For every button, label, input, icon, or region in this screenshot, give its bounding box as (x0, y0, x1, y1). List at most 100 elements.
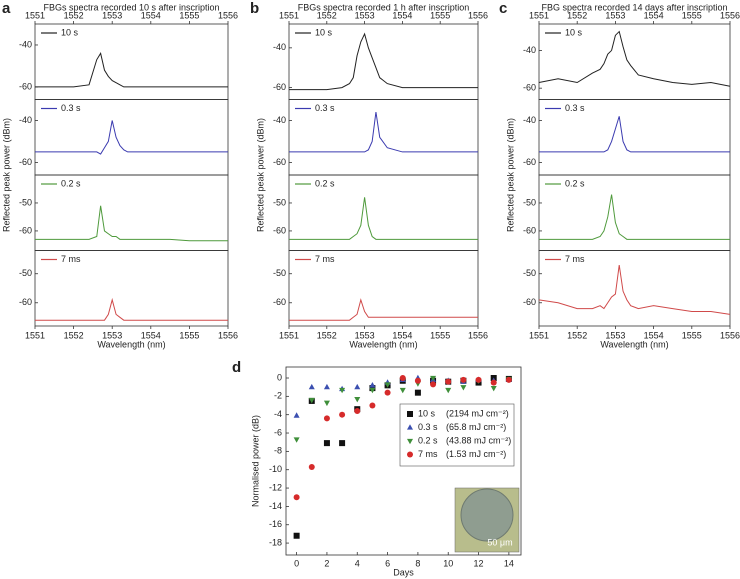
legend-label: 10 s (418, 408, 436, 418)
legend-fluence: (2194 mJ cm⁻²) (446, 408, 509, 418)
x-tick-label: 1554 (644, 330, 664, 340)
spectrum-line (35, 120, 228, 155)
y-tick-label: -60 (523, 297, 536, 307)
x-tick-label-top: 1555 (179, 10, 199, 20)
marker (354, 408, 361, 415)
legend-marker (407, 411, 413, 417)
marker (308, 383, 315, 390)
legend-label: 7 ms (315, 254, 335, 264)
x-tick-label-top: 1553 (102, 10, 122, 20)
marker (323, 400, 330, 407)
y-axis-label: Reflected peak power (dBm) (1, 118, 11, 232)
x-tick-label: 1555 (430, 330, 450, 340)
panel-title: FBG spectra recorded 14 days after inscr… (541, 2, 727, 12)
marker (308, 463, 315, 470)
marker (384, 389, 391, 396)
spectrum-line (35, 205, 228, 242)
y-axis-label: Reflected peak power (dBm) (255, 118, 265, 232)
x-tick-label-top: 1553 (605, 10, 625, 20)
subplot-frame (288, 250, 479, 327)
marker (354, 383, 361, 390)
plot-frame (285, 366, 522, 556)
y-tick-label: -60 (19, 157, 32, 167)
x-tick-label: 2 (324, 558, 329, 568)
legend-label: 10 s (61, 27, 79, 37)
legend-marker (407, 438, 413, 445)
spectrum-line (289, 197, 478, 240)
y-tick-label: -12 (269, 482, 282, 492)
spectrum-line (35, 297, 228, 321)
panel-title: FBGs spectra recorded 1 h after inscript… (298, 2, 470, 12)
x-axis-label: Wavelength (nm) (600, 339, 668, 349)
marker (490, 385, 497, 392)
legend-fluence: (43.88 mJ cm⁻²) (446, 435, 511, 445)
marker (384, 382, 391, 388)
x-axis-label: Wavelength (nm) (349, 339, 417, 349)
marker (369, 387, 376, 394)
marker (490, 379, 497, 386)
x-tick-label-top: 1551 (529, 10, 549, 20)
legend-label: 7 ms (565, 254, 585, 264)
marker (460, 376, 467, 383)
legend-label: 0.3 s (315, 103, 335, 113)
legend-box (399, 403, 515, 467)
x-tick-label: 1555 (179, 330, 199, 340)
marker (293, 437, 300, 443)
x-tick-label: 8 (415, 558, 420, 568)
x-tick-label: 1553 (102, 330, 122, 340)
legend-label: 0.3 s (418, 422, 438, 432)
x-axis-label: Days (393, 567, 414, 577)
marker (293, 494, 300, 501)
legend-label: 10 s (565, 27, 583, 37)
x-tick-label: 1551 (529, 330, 549, 340)
x-tick-label-top: 1556 (720, 10, 740, 20)
y-tick-label: -40 (273, 115, 286, 125)
x-tick-label: 1556 (468, 330, 488, 340)
y-tick-label: -40 (523, 115, 536, 125)
spectrum-line (538, 264, 731, 315)
x-tick-label: 1554 (392, 330, 412, 340)
legend-label: 0.3 s (565, 103, 585, 113)
y-tick-label: -60 (19, 225, 32, 235)
panel-label: d (232, 359, 241, 376)
y-tick-label: -6 (274, 427, 282, 437)
y-tick-label: -40 (19, 115, 32, 125)
x-tick-label: 1553 (355, 330, 375, 340)
x-tick-label-top: 1554 (644, 10, 664, 20)
x-tick-label-top: 1552 (64, 10, 84, 20)
y-tick-label: -60 (273, 297, 286, 307)
marker (323, 383, 330, 390)
legend-label: 0.2 s (315, 178, 335, 188)
panel-label: b (250, 0, 259, 17)
marker (445, 387, 452, 394)
y-axis-label: Reflected peak power (dBm) (505, 118, 515, 232)
marker (339, 440, 346, 447)
legend-fluence: (1.53 mJ cm⁻²) (446, 449, 506, 459)
marker (399, 387, 406, 394)
spectrum-line (289, 112, 478, 153)
y-axis-label: Normalised power (dB) (250, 415, 260, 507)
x-tick-label: 1552 (567, 330, 587, 340)
x-tick-label: 12 (474, 558, 484, 568)
x-tick-label: 1556 (218, 330, 238, 340)
x-tick-label-top: 1552 (567, 10, 587, 20)
y-tick-label: -50 (273, 197, 286, 207)
y-tick-label: -8 (274, 446, 282, 456)
x-tick-label: 10 (443, 558, 453, 568)
legend-fluence: (65.8 mJ cm⁻²) (446, 422, 506, 432)
marker (399, 375, 406, 382)
y-tick-label: -2 (274, 391, 282, 401)
inset-label: 50 μm (487, 537, 512, 547)
marker (369, 402, 376, 409)
y-tick-label: 0 (277, 372, 282, 382)
x-tick-label-top: 1552 (317, 10, 337, 20)
legend-label: 0.2 s (61, 178, 81, 188)
marker (339, 411, 346, 418)
x-tick-label-top: 1555 (682, 10, 702, 20)
x-tick-label: 1551 (25, 330, 45, 340)
x-tick-label: 1552 (64, 330, 84, 340)
y-tick-label: -60 (19, 81, 32, 91)
y-tick-label: -16 (269, 519, 282, 529)
y-tick-label: -60 (523, 157, 536, 167)
